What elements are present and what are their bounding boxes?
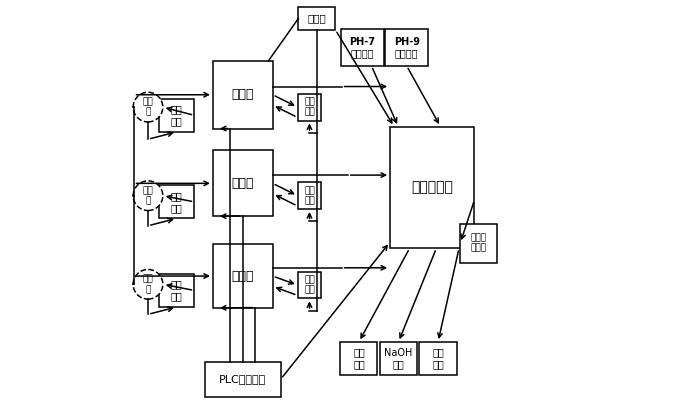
FancyBboxPatch shape xyxy=(298,94,321,121)
FancyBboxPatch shape xyxy=(340,342,377,375)
Text: 碱液槽: 碱液槽 xyxy=(232,269,254,283)
Circle shape xyxy=(133,181,163,211)
FancyBboxPatch shape xyxy=(298,7,335,30)
Text: 计量
泵: 计量 泵 xyxy=(142,186,153,206)
FancyBboxPatch shape xyxy=(213,244,273,308)
FancyBboxPatch shape xyxy=(213,61,273,129)
FancyBboxPatch shape xyxy=(390,126,475,248)
Text: 浓硝
酸槽: 浓硝 酸槽 xyxy=(171,105,183,126)
FancyBboxPatch shape xyxy=(159,185,194,218)
FancyBboxPatch shape xyxy=(341,29,384,66)
Text: 自循
环泵: 自循 环泵 xyxy=(304,97,315,117)
FancyBboxPatch shape xyxy=(205,362,281,396)
Text: 自来水: 自来水 xyxy=(308,14,326,23)
Text: 盐酸槽: 盐酸槽 xyxy=(232,177,254,190)
FancyBboxPatch shape xyxy=(213,150,273,216)
Text: 浓碱
液槽: 浓碱 液槽 xyxy=(171,280,183,301)
Text: 在线分析仪: 在线分析仪 xyxy=(411,180,453,194)
Text: 计量
泵: 计量 泵 xyxy=(142,97,153,117)
Text: 自循
环泵: 自循 环泵 xyxy=(304,275,315,295)
Text: 计量
泵: 计量 泵 xyxy=(142,274,153,294)
FancyBboxPatch shape xyxy=(159,99,194,132)
Text: PLC控制系统: PLC控制系统 xyxy=(219,374,267,384)
FancyBboxPatch shape xyxy=(460,223,497,263)
Text: 硝酸槽: 硝酸槽 xyxy=(232,88,254,101)
Text: NaOH
标液: NaOH 标液 xyxy=(384,348,412,369)
Text: 酸洗线
排污管: 酸洗线 排污管 xyxy=(470,233,487,253)
FancyBboxPatch shape xyxy=(385,29,429,66)
FancyBboxPatch shape xyxy=(298,272,321,298)
FancyBboxPatch shape xyxy=(298,182,321,209)
Text: 蒸馏
水桶: 蒸馏 水桶 xyxy=(353,348,365,369)
Text: PH-9
缓冲溶液: PH-9 缓冲溶液 xyxy=(394,37,420,58)
Text: 自循
环泵: 自循 环泵 xyxy=(304,186,315,206)
FancyBboxPatch shape xyxy=(419,342,456,375)
FancyBboxPatch shape xyxy=(159,274,194,307)
Text: PH-7
缓冲溶液: PH-7 缓冲溶液 xyxy=(349,37,375,58)
Text: 浓碱
液桶: 浓碱 液桶 xyxy=(432,348,444,369)
Text: 液盐
酸槽: 液盐 酸槽 xyxy=(171,191,183,213)
Circle shape xyxy=(133,269,163,299)
FancyBboxPatch shape xyxy=(380,342,417,375)
Circle shape xyxy=(133,92,163,122)
